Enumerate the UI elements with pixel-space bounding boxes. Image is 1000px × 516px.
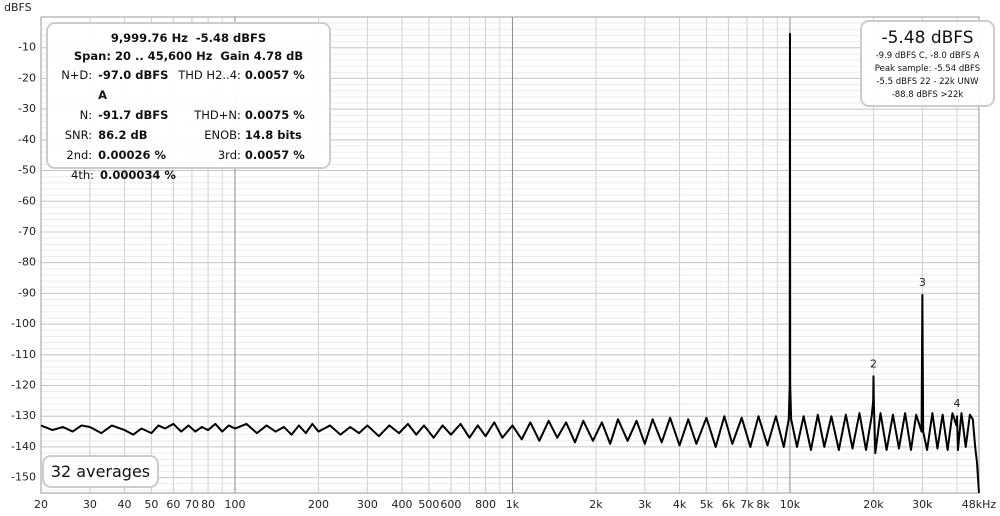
- y-axis-label: dBFS: [4, 1, 32, 14]
- info-value: 0.000034 %: [100, 168, 176, 182]
- x-tick-label: 3k: [638, 498, 652, 511]
- x-tick-label: 80: [201, 498, 215, 511]
- harmonic-label: 3: [919, 276, 926, 289]
- y-tick-label: -130: [11, 409, 36, 422]
- x-tick-label: 400: [392, 498, 413, 511]
- y-tick-label: -60: [18, 194, 36, 207]
- info-rows: N+D: -97.0 dBFS A THD H2..4: 0.0057 % N: -91.…: [56, 65, 321, 185]
- x-tick-label: 20: [34, 498, 48, 511]
- y-tick-label: -100: [11, 317, 36, 330]
- info-header-line: 9,999.76 Hz -5.48 dBFS: [110, 31, 267, 45]
- x-tick-label: 30k: [912, 498, 933, 511]
- x-tick-label: 10k: [780, 498, 801, 511]
- y-tick-label: -80: [18, 256, 36, 269]
- level-main: -5.48 dBFS: [881, 28, 974, 48]
- x-tick-label: 60: [166, 498, 180, 511]
- spectrum-line: [40, 32, 980, 494]
- x-tick-label: 4k: [673, 498, 687, 511]
- x-tick-label: 48kHz: [962, 498, 997, 511]
- x-tick-label: 1k: [506, 498, 520, 511]
- x-tick-label: 40: [118, 498, 132, 511]
- x-tick-label: 2k: [589, 498, 603, 511]
- info-value: 0.0057 %: [244, 148, 305, 162]
- x-tick-label: 100: [224, 498, 245, 511]
- x-tick-label: 6k: [722, 498, 736, 511]
- info-row: 4th: 0.000034 %: [56, 165, 321, 185]
- x-tick-label: 7k: [740, 498, 754, 511]
- plot-border: [40, 16, 980, 494]
- x-tick-label: 300: [357, 498, 378, 511]
- y-tick-label: -140: [11, 440, 36, 453]
- y-tick-label: -40: [18, 133, 36, 146]
- y-tick-label: -50: [18, 164, 36, 177]
- info-label: ENOB:: [204, 128, 241, 142]
- x-tick-label: 70: [185, 498, 199, 511]
- info-value: 0.0075 %: [244, 108, 305, 122]
- averages-box: 32 averages: [42, 455, 159, 488]
- x-tick-label: 50: [144, 498, 158, 511]
- info-value: -91.7 dBFS: [98, 108, 169, 122]
- level-line: -5.5 dBFS 22 - 22k UNW: [876, 77, 979, 87]
- y-tick-label: -120: [11, 379, 36, 392]
- y-tick-label: -30: [18, 102, 36, 115]
- info-panel: 9,999.76 Hz -5.48 dBFS Span: 20 .. 45,600…: [46, 22, 331, 182]
- x-tick-label: 500: [418, 498, 439, 511]
- info-label: N:: [79, 108, 93, 122]
- x-tick-label: 800: [475, 498, 496, 511]
- info-value: 86.2 dB: [98, 128, 148, 142]
- info-label: THD+N:: [194, 108, 241, 122]
- level-line: Peak sample: -5.54 dBFS: [874, 64, 981, 74]
- level-line: -88.8 dBFS >22k: [891, 90, 964, 100]
- info-value: 14.8 bits: [244, 128, 302, 142]
- info-label: 2nd:: [66, 148, 93, 162]
- info-header: 9,999.76 Hz -5.48 dBFS Span: 20 .. 45,600…: [56, 29, 321, 65]
- info-row: N: -91.7 dBFS THD+N: 0.0075 %: [56, 105, 321, 125]
- harmonic-label: 4: [954, 397, 961, 410]
- info-row: SNR: 86.2 dB ENOB: 14.8 bits: [56, 125, 321, 145]
- y-tick-label: -20: [18, 71, 36, 84]
- y-tick-label: -70: [18, 225, 36, 238]
- info-header-line: Span: 20 .. 45,600 Hz Gain 4.78 dB: [73, 49, 304, 63]
- info-label: 4th:: [71, 168, 94, 182]
- info-label: SNR:: [64, 128, 93, 142]
- y-tick-label: -150: [11, 471, 36, 484]
- level-panel: -5.48 dBFS -9.9 dBFS C, -8.0 dBFS A Peak …: [860, 20, 995, 107]
- x-tick-label: 20k: [863, 498, 884, 511]
- y-tick-label: -110: [11, 348, 36, 361]
- y-tick-label: -90: [18, 286, 36, 299]
- x-tick-label: 30: [83, 498, 97, 511]
- x-tick-label: 5k: [700, 498, 714, 511]
- x-tick-label: 200: [308, 498, 329, 511]
- harmonic-label: 2: [870, 357, 877, 370]
- info-row: 2nd: 0.00026 % 3rd: 0.0057 %: [56, 145, 321, 165]
- info-value: 0.00026 %: [98, 148, 167, 162]
- info-row: N+D: -97.0 dBFS A THD H2..4: 0.0057 %: [56, 65, 321, 105]
- info-value: -97.0 dBFS A: [98, 68, 169, 102]
- info-label: N+D:: [61, 68, 93, 82]
- level-lines: -9.9 dBFS C, -8.0 dBFS A Peak sample: -5.…: [864, 50, 991, 102]
- info-value: 0.0057 %: [244, 68, 305, 82]
- x-tick-label: 8k: [756, 498, 770, 511]
- y-tick-label: -10: [18, 41, 36, 54]
- level-line: -9.9 dBFS C, -8.0 dBFS A: [875, 51, 980, 61]
- info-label: THD H2..4:: [178, 68, 241, 82]
- x-tick-label: 600: [440, 498, 461, 511]
- info-label: 3rd:: [217, 148, 241, 162]
